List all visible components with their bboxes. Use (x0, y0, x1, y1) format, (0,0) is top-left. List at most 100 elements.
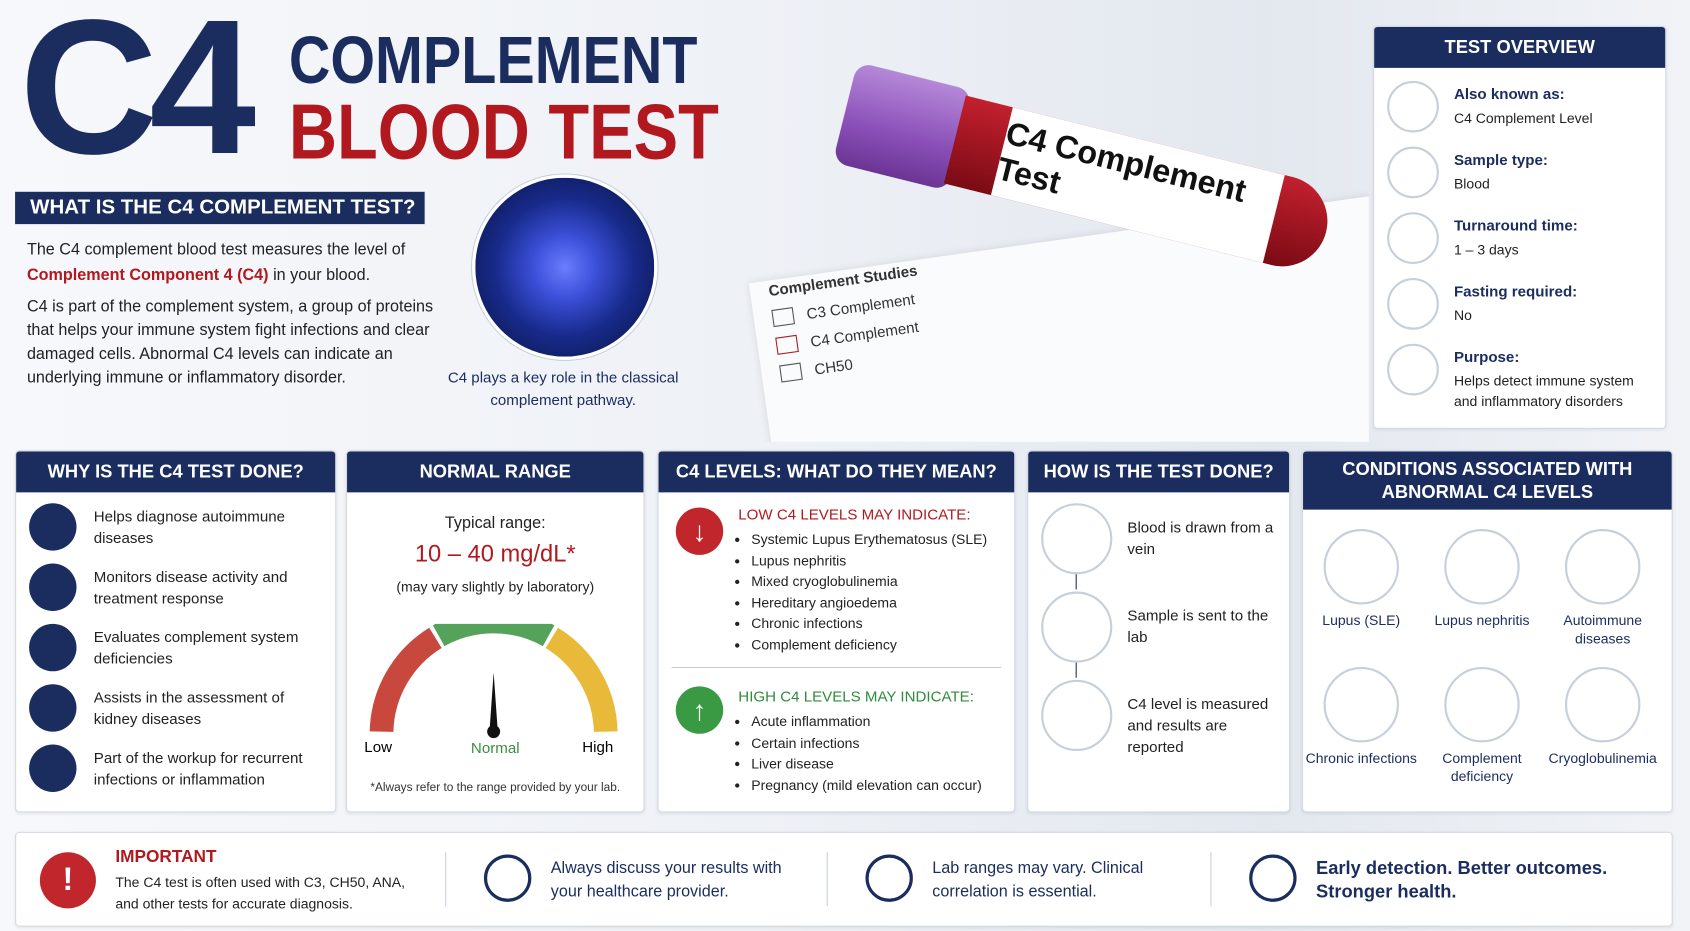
levels-heading: C4 LEVELS: WHAT DO THEY MEAN? (658, 451, 1015, 493)
divider (826, 852, 828, 907)
range: 10 – 40 mg/dL* (414, 539, 576, 567)
low-item: Complement deficiency (751, 634, 987, 655)
footer-message: Always discuss your results with your he… (550, 858, 782, 901)
divider (1210, 852, 1212, 907)
low-item: Chronic infections (751, 613, 987, 634)
condition-icon (1444, 529, 1520, 605)
normal-heading: NORMAL RANGE (347, 451, 644, 493)
step-icon (1041, 591, 1113, 663)
what-p2: C4 is part of the complement system, a g… (26, 297, 434, 387)
overview-label: Purpose: (1453, 348, 1520, 366)
high-item: Pregnancy (mild elevation can occur) (751, 774, 982, 795)
low-icon: ↓ (675, 507, 724, 555)
low-item: Systemic Lupus Erythematosus (SLE) (751, 529, 987, 550)
low-item: Hereditary angioedema (751, 592, 987, 613)
checkbox (775, 334, 799, 355)
footnote: *Always refer to the range provided by y… (370, 781, 621, 795)
gauge-low (369, 627, 442, 733)
overview-label: Fasting required: (1453, 282, 1578, 300)
high-item: Liver disease (751, 753, 982, 774)
high-title: HIGH C4 LEVELS MAY INDICATE: (738, 687, 974, 705)
condition-icon (1564, 529, 1641, 605)
step-arrow (1075, 574, 1077, 590)
condition-icon (1323, 529, 1399, 605)
warning-icon: ! (39, 852, 96, 909)
condition-label: Chronic infections (1305, 749, 1417, 767)
step-icon (1041, 503, 1113, 575)
low-list: Systemic Lupus Erythematosus (SLE)Lupus … (734, 529, 987, 655)
conditions-card: CONDITIONS ASSOCIATED WITH ABNORMAL C4 L… (1301, 450, 1673, 813)
high-icon: ↑ (675, 686, 724, 734)
conditions-heading: CONDITIONS ASSOCIATED WITH ABNORMAL C4 L… (1303, 451, 1672, 510)
step-text: C4 level is measured and results are rep… (1127, 694, 1269, 756)
why-item: Evaluates complement system deficiencies (93, 628, 299, 667)
condition-label: Autoimmune diseases (1563, 612, 1643, 647)
overview-card: TEST OVERVIEW Also known as: C4 Complemen… (1373, 25, 1667, 429)
what-heading: WHAT IS THE C4 COMPLEMENT TEST? (15, 191, 425, 225)
gauge-high-label: High (582, 738, 614, 756)
form-items: C3 Complement C4 Complement CH50 (771, 289, 930, 383)
step-icon (1041, 679, 1113, 752)
levels-card: C4 LEVELS: WHAT DO THEY MEAN? ↓ LOW C4 L… (657, 450, 1016, 813)
overview-label: Sample type: (1453, 150, 1548, 169)
step-text: Blood is drawn from a vein (1127, 518, 1274, 558)
important-title: IMPORTANT (115, 847, 217, 867)
overview-value: No (1453, 307, 1472, 324)
what-p1-end: in your blood. (273, 266, 371, 285)
condition-label: Complement deficiency (1442, 749, 1522, 785)
title-c4: C4 (19, 0, 256, 194)
low-item: Mixed cryoglobulinemia (751, 571, 987, 592)
form-item-text: C4 Complement (809, 317, 920, 351)
why-heading: WHY IS THE C4 TEST DONE? (16, 451, 336, 493)
normal-card: NORMAL RANGE Typical range: 10 – 40 mg/d… (345, 450, 645, 813)
condition-icon (1323, 666, 1399, 743)
overview-icon (1387, 80, 1439, 133)
protein-image (472, 174, 658, 360)
why-item: Part of the workup for recurrent infecti… (93, 748, 303, 788)
overview-value: C4 Complement Level (1453, 109, 1593, 127)
condition-icon (1444, 666, 1520, 743)
condition-label: Cryoglobulinemia (1548, 749, 1657, 767)
why-icon (29, 684, 77, 732)
footer-icon (865, 854, 913, 902)
footer-icon (1249, 854, 1297, 902)
overview-value: Helps detect immune system and inflammat… (1453, 372, 1634, 410)
why-item: Monitors disease activity and treatment … (93, 567, 288, 607)
condition-icon (1564, 666, 1641, 743)
needle-hub (487, 725, 501, 739)
gauge-normal-label: Normal (470, 739, 520, 757)
photo: Complement Studies C3 Complement C4 Compl… (701, 0, 1369, 442)
overview-label: Also known as: (1453, 85, 1565, 103)
overview-icon (1387, 277, 1439, 330)
important-text: The C4 test is often used with C3, CH50,… (115, 873, 406, 912)
overview-value: 1 – 3 days (1453, 241, 1519, 258)
overview-icon (1387, 343, 1439, 396)
footer-message: Early detection. Better outcomes. Strong… (1315, 857, 1608, 902)
overview-heading: TEST OVERVIEW (1374, 26, 1666, 68)
condition-label: Lupus (SLE) (1322, 612, 1401, 629)
what-p1: The C4 complement blood test measures th… (26, 240, 406, 259)
tube-label: C4 Complement Test (990, 107, 1285, 263)
what-text: The C4 complement blood test measures th… (27, 237, 447, 390)
gauge-normal (432, 623, 555, 647)
why-icon (29, 623, 77, 672)
why-card: WHY IS THE C4 TEST DONE? Helps diagnose … (15, 450, 337, 813)
divider (671, 666, 1002, 669)
high-item: Acute inflammation (751, 711, 982, 732)
form-item-text: CH50 (813, 355, 854, 378)
how-card: HOW IS THE TEST DONE? Blood is drawn fro… (1027, 450, 1291, 813)
why-icon (29, 563, 77, 611)
title-line1: COMPLEMENT (288, 23, 698, 99)
condition-label: Lupus nephritis (1434, 612, 1530, 629)
how-heading: HOW IS THE TEST DONE? (1028, 451, 1290, 493)
why-item: Assists in the assessment of kidney dise… (93, 688, 285, 728)
high-item: Certain infections (751, 732, 982, 753)
divider (445, 852, 447, 907)
low-item: Lupus nephritis (751, 550, 987, 571)
overview-label: Turnaround time: (1453, 216, 1578, 234)
title-line2: BLOOD TEST (288, 89, 719, 176)
why-icon (29, 503, 77, 551)
overview-value: Blood (1453, 175, 1490, 192)
